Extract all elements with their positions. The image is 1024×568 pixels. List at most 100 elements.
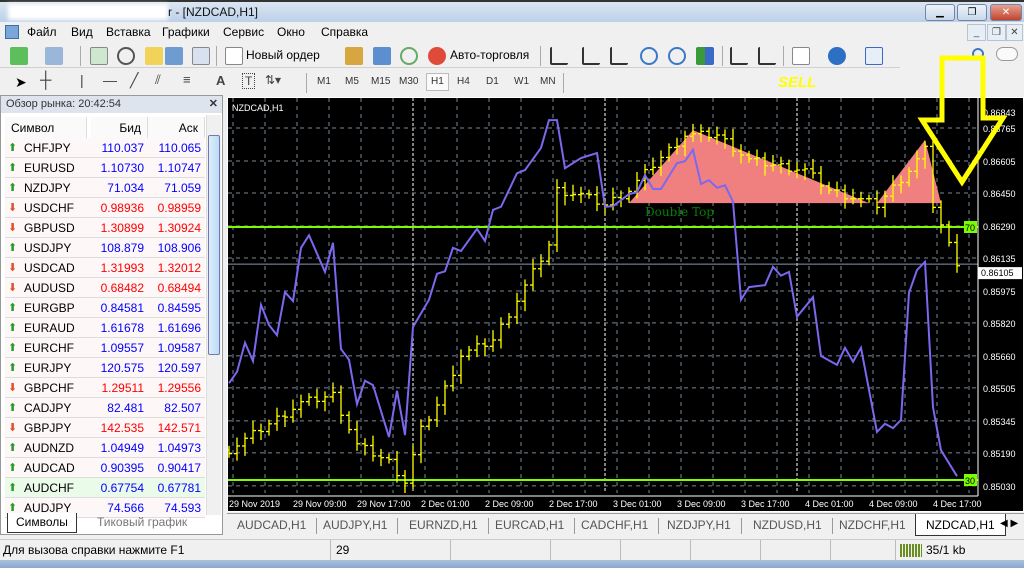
new-chart-icon[interactable]	[10, 47, 28, 65]
chart-shift-icon[interactable]	[730, 47, 748, 65]
chart-tab[interactable]: CADCHF,H1	[571, 518, 660, 534]
indicators-icon[interactable]	[792, 47, 810, 65]
timeframe-h4[interactable]: H4	[457, 76, 470, 87]
close-button[interactable]: ✕	[990, 4, 1022, 21]
menu-view[interactable]: Вид	[71, 25, 93, 39]
market-watch-row[interactable]: ⬆ NZDJPY 71.034 71.059	[5, 178, 205, 198]
timeframe-h1[interactable]: H1	[426, 73, 449, 91]
chart-window[interactable]	[227, 97, 1024, 512]
arrow-up-icon: ⬆	[8, 342, 18, 354]
timeframe-w1[interactable]: W1	[514, 76, 529, 87]
zoom-out-icon[interactable]	[668, 47, 686, 65]
equidistant-channel-icon[interactable]: ⫽	[155, 72, 161, 87]
menu-tools[interactable]: Сервис	[223, 25, 265, 39]
market-watch-row[interactable]: ⬇ USDCHF 0.98936 0.98959	[5, 198, 205, 218]
mdi-minimize-button[interactable]: _	[967, 24, 986, 41]
zoom-in-icon[interactable]	[640, 47, 658, 65]
data-window-icon[interactable]	[117, 47, 135, 65]
market-watch-row[interactable]: ⬆ AUDCHF 0.67754 0.67781	[5, 478, 205, 498]
auto-scroll-icon[interactable]	[758, 47, 776, 65]
search-icon[interactable]	[972, 48, 984, 60]
chart-tab[interactable]: NZDCHF,H1	[829, 518, 917, 534]
chart-tab[interactable]: NZDJPY,H1	[657, 518, 742, 534]
menu-file[interactable]: Файл	[27, 25, 57, 39]
new-order-button[interactable]: Новый ордер	[246, 48, 320, 62]
column-bid[interactable]: Бид	[91, 117, 148, 139]
arrows-icon[interactable]: ⇅▾	[265, 73, 282, 87]
market-watch-scrollbar[interactable]	[206, 115, 221, 515]
candlestick-chart-icon[interactable]	[582, 47, 600, 65]
metaeditor-icon[interactable]	[345, 47, 363, 65]
navigator-icon[interactable]	[145, 47, 163, 65]
text-label-icon[interactable]: T	[242, 73, 256, 89]
line-chart-icon[interactable]	[610, 47, 628, 65]
terminal-icon[interactable]	[165, 47, 183, 65]
chart-tab[interactable]: AUDCAD,H1	[227, 518, 318, 534]
trendline-icon[interactable]: ╱	[130, 72, 139, 88]
market-watch-row[interactable]: ⬆ CADJPY 82.481 82.507	[5, 398, 205, 418]
chart-tab[interactable]: NZDUSD,H1	[743, 518, 833, 534]
periods-icon[interactable]	[828, 47, 846, 65]
mdi-restore-button[interactable]: ❐	[987, 24, 1006, 41]
strategy-tester-icon[interactable]	[192, 47, 210, 65]
menu-help[interactable]: Справка	[321, 25, 369, 39]
column-symbol[interactable]: Символ	[5, 117, 87, 139]
close-icon[interactable]: ✕	[208, 98, 218, 110]
profiles-icon[interactable]	[45, 47, 63, 65]
market-watch-row[interactable]: ⬆ EURGBP 0.84581 0.84595	[5, 298, 205, 318]
market-watch-icon[interactable]	[90, 47, 108, 65]
signals-icon[interactable]	[373, 47, 391, 65]
timeframe-m30[interactable]: M30	[399, 76, 419, 87]
tile-windows-icon[interactable]	[696, 47, 714, 65]
market-watch-row[interactable]: ⬆ USDJPY 108.879 108.906	[5, 238, 205, 258]
bar-chart-icon[interactable]	[550, 47, 568, 65]
market-watch-row[interactable]: ⬆ EURCHF 1.09557 1.09587	[5, 338, 205, 358]
tab-scroll-arrows[interactable]: ◀ ▶	[1000, 518, 1019, 529]
timeframe-m15[interactable]: M15	[371, 76, 391, 87]
auto-trading-button[interactable]: Авто-торговля	[450, 48, 530, 62]
market-watch-row[interactable]: ⬆ AUDNZD 1.04949 1.04973	[5, 438, 205, 458]
horizontal-line-icon[interactable]: —	[103, 72, 117, 88]
vertical-line-icon[interactable]: |	[80, 72, 84, 88]
timeframe-m5[interactable]: M5	[345, 76, 359, 87]
menu-insert[interactable]: Вставка	[106, 25, 151, 39]
minimize-button[interactable]: ▁	[925, 4, 955, 21]
chart-tab[interactable]: EURCAD,H1	[485, 518, 576, 534]
bid: 1.09557	[100, 341, 144, 355]
market-watch-row[interactable]: ⬇ GBPJPY 142.535 142.571	[5, 418, 205, 438]
timeframe-m1[interactable]: M1	[317, 76, 331, 87]
tab-symbols[interactable]: Символы	[7, 513, 77, 533]
cursor-icon[interactable]: ➤	[15, 74, 27, 90]
mdi-close-button[interactable]: ✕	[1006, 24, 1023, 41]
new-order-icon[interactable]	[225, 47, 243, 65]
market-watch-row[interactable]: ⬆ EURUSD 1.10730 1.10747	[5, 158, 205, 178]
fibonacci-icon[interactable]: ≡	[183, 72, 191, 87]
chart-tab[interactable]: NZDCAD,H1	[915, 514, 1006, 536]
crosshair-icon[interactable]: ┼	[40, 72, 52, 89]
market-watch-row[interactable]: ⬇ GBPCHF 1.29511 1.29556	[5, 378, 205, 398]
chart-tab[interactable]: AUDJPY,H1	[313, 518, 399, 534]
market-watch-row[interactable]: ⬆ CHFJPY 110.037 110.065	[5, 138, 205, 158]
tab-tick-chart[interactable]: Тиковый график	[97, 515, 188, 529]
restore-button[interactable]: ❐	[957, 4, 987, 21]
chat-icon[interactable]	[996, 47, 1018, 61]
market-watch-row[interactable]: ⬇ AUDUSD 0.68482 0.68494	[5, 278, 205, 298]
chart-tab[interactable]: EURNZD,H1	[399, 518, 489, 534]
timeframe-d1[interactable]: D1	[486, 76, 499, 87]
market-watch-row[interactable]: ⬇ GBPUSD 1.30899 1.30924	[5, 218, 205, 238]
menu-charts[interactable]: Графики	[162, 25, 210, 39]
community-icon[interactable]	[400, 47, 418, 65]
symbol: EURJPY	[24, 361, 72, 375]
text-icon[interactable]: A	[216, 73, 226, 88]
market-watch-row[interactable]: ⬆ AUDCAD 0.90395 0.90417	[5, 458, 205, 478]
auto-trading-icon[interactable]	[428, 47, 446, 65]
market-watch-row[interactable]: ⬇ USDCAD 1.31993 1.32012	[5, 258, 205, 278]
templates-icon[interactable]	[865, 47, 883, 65]
timeframe-mn[interactable]: MN	[540, 76, 556, 87]
market-watch-row[interactable]: ⬆ EURJPY 120.575 120.597	[5, 358, 205, 378]
menu-window[interactable]: Окно	[277, 25, 305, 39]
market-watch-row[interactable]: ⬆ EURAUD 1.61678 1.61696	[5, 318, 205, 338]
column-ask[interactable]: Аск	[148, 117, 205, 139]
scrollbar-thumb[interactable]	[208, 135, 220, 355]
ask: 1.30924	[157, 221, 201, 235]
